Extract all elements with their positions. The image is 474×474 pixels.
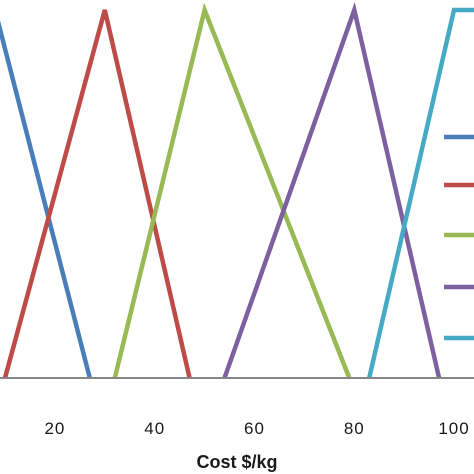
x-tick-label: 100 <box>438 419 469 438</box>
x-tick-label: 80 <box>344 419 365 438</box>
x-axis-title: Cost $/kg <box>196 452 277 472</box>
series-line-1 <box>0 20 92 379</box>
x-tick-label: 20 <box>44 419 65 438</box>
x-tick-layer: 20 40 60 80 100 <box>44 419 469 438</box>
series-line-4 <box>222 1 442 379</box>
legend <box>444 134 474 341</box>
series-line-5 <box>367 7 474 379</box>
x-tick-label: 60 <box>244 419 265 438</box>
series-line-2 <box>2 9 192 379</box>
x-tick-label: 40 <box>144 419 165 438</box>
series-layer <box>0 1 474 379</box>
series-line-3 <box>112 2 352 379</box>
